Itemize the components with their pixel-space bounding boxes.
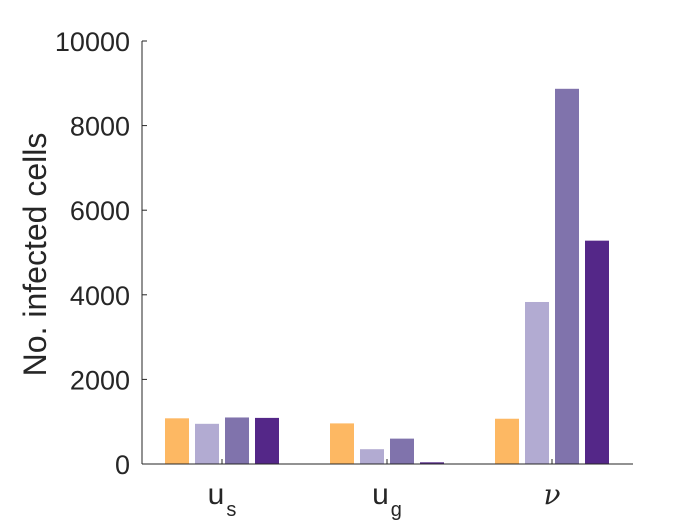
x-tick-label: ν (543, 478, 560, 511)
bar-3-series-1 (495, 418, 519, 464)
bar-2-series-2 (360, 449, 384, 464)
bar-3-series-3 (555, 88, 579, 464)
bar-1-series-1 (165, 418, 189, 464)
bar-2-series-4 (420, 462, 444, 464)
y-tick-label: 0 (115, 450, 130, 480)
y-axis-label: No. infected cells (17, 133, 53, 377)
bar-3-series-4 (585, 240, 609, 464)
labels: 0 2000 4000 6000 8000 10000 u s u g ν (55, 27, 561, 521)
bars (165, 88, 609, 464)
bar-1-series-2 (195, 423, 219, 464)
bar-3-series-2 (525, 301, 549, 464)
y-tick-label: 10000 (55, 27, 130, 57)
axes (141, 40, 633, 465)
y-tick-label: 2000 (70, 365, 130, 395)
y-tick-label: 8000 (70, 112, 130, 142)
bar-1-series-3 (225, 417, 249, 464)
bar-2-series-3 (390, 438, 414, 464)
bar-2-series-1 (330, 423, 354, 464)
bar-1-series-4 (255, 417, 279, 464)
y-tick-label: 4000 (70, 281, 130, 311)
y-tick-label: 6000 (70, 196, 130, 226)
